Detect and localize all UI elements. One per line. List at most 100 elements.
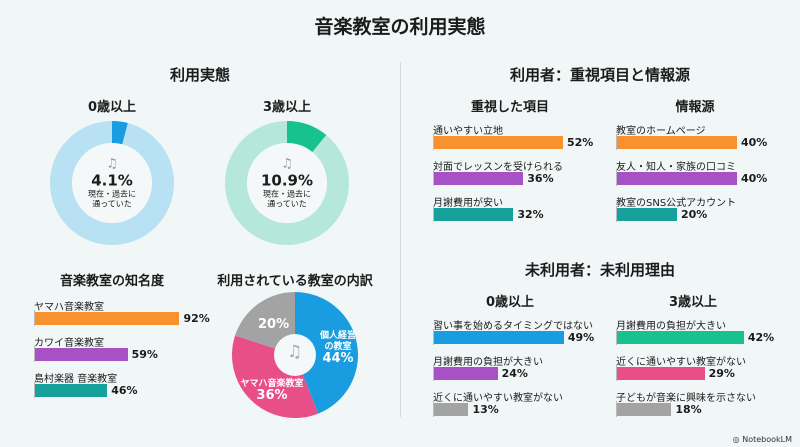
page-title: 音楽教室の利用実態: [314, 16, 486, 38]
notebooklm-watermark: ◎ NotebookLM: [733, 435, 792, 444]
bar-label: 通いやすい立地: [433, 126, 503, 137]
donut-hole: [247, 143, 327, 223]
slice-value: 44%: [322, 351, 354, 366]
bar-value: 40%: [741, 172, 768, 185]
bar: [434, 403, 469, 416]
bar-value: 36%: [527, 172, 554, 185]
bar-value: 18%: [675, 403, 702, 416]
bar: [434, 331, 564, 344]
donut-3-label: 3歳以上: [262, 100, 312, 115]
music-note-icon: ♫: [281, 156, 293, 172]
bar-label: ヤマハ音楽教室: [34, 302, 104, 313]
music-note-icon: ♫: [287, 342, 303, 362]
bar-value: 32%: [517, 208, 544, 221]
bar-label: 月謝費用の負担が大きい: [433, 357, 543, 368]
bar: [434, 208, 514, 221]
bar-value: 40%: [741, 136, 768, 149]
bar-axis: [616, 206, 617, 222]
bar-axis: [616, 329, 617, 345]
age0-title: 0歳以上: [485, 295, 535, 310]
bar-label: 近くに通いやすい教室がない: [616, 357, 746, 368]
donut-segment: [112, 121, 128, 145]
bar-value: 29%: [708, 367, 735, 380]
bar: [617, 403, 672, 416]
bar-value: 46%: [111, 384, 138, 397]
bar-axis: [616, 170, 617, 186]
slice-yamaha-label: ヤマハ音楽教室 36%: [240, 378, 303, 402]
bar: [617, 331, 744, 344]
age3-title: 3歳以上: [668, 295, 718, 310]
donut-3-caption-2: 通っていた: [267, 199, 307, 209]
bar: [617, 208, 677, 221]
slice-other-value: 20%: [258, 317, 290, 332]
bar-label: 島村楽器 音楽教室: [34, 374, 118, 385]
bar-axis: [433, 329, 434, 345]
priorities-title: 重視した項目: [470, 100, 550, 115]
donut-0-value: 4.1%: [91, 171, 133, 190]
bar-label: 子どもが音楽に興味を示さない: [616, 393, 756, 404]
donut-0-caption-1: 現在・過去に: [88, 189, 136, 199]
bar-axis: [433, 134, 434, 150]
pie-slice: [295, 292, 358, 414]
bar-axis: [433, 401, 434, 417]
bar-axis: [34, 310, 35, 326]
footer-text: NotebookLM: [742, 435, 792, 444]
bar-label: 習い事を始めるタイミングではない: [433, 321, 593, 332]
bar-value: 92%: [183, 312, 210, 325]
donut-hole: [72, 143, 152, 223]
bar-value: 20%: [681, 208, 708, 221]
bar-label: 友人・知人・家族の口コミ: [616, 162, 736, 173]
bar: [434, 367, 498, 380]
bar-label: 教室のホームページ: [616, 126, 706, 137]
notebooklm-logo-icon: ◎: [732, 435, 743, 444]
bar-axis: [616, 134, 617, 150]
bar-value: 59%: [131, 348, 158, 361]
usage-title: 利用実態: [169, 66, 231, 84]
pie-center-hole: [274, 334, 316, 376]
bar-label: 月謝費用が安い: [433, 198, 503, 209]
bar-value: 24%: [501, 367, 528, 380]
nonusers-title: 未利用者：未利用理由: [524, 261, 676, 279]
bar-axis: [34, 346, 35, 362]
bar-value: 42%: [747, 331, 775, 344]
bar-value: 52%: [566, 136, 594, 149]
donut-segment: [287, 121, 327, 153]
bar-value: 13%: [472, 403, 499, 416]
music-note-icon: ♫: [106, 156, 118, 172]
bar-label: 月謝費用の負担が大きい: [616, 321, 726, 332]
slice-individual-label: 個人経営 の教室 44%: [320, 331, 357, 366]
donut-charts: [50, 121, 349, 245]
breakdown-pie: [232, 292, 358, 418]
bar: [35, 348, 128, 361]
pie-slice: [232, 335, 319, 418]
slice-value: 36%: [256, 388, 288, 403]
section-divider: [400, 62, 401, 417]
slice-label-line1: ヤマハ音楽教室: [240, 379, 304, 389]
bar-axis: [616, 401, 617, 417]
bar: [434, 136, 563, 149]
bar-label: 対面でレッスンを受けられる: [433, 162, 563, 173]
bar-label: 近くに通いやすい教室がない: [433, 393, 563, 404]
bar-axis: [433, 365, 434, 381]
bar-axis: [616, 365, 617, 381]
bar: [617, 367, 705, 380]
donut-0-label: 0歳以上: [87, 100, 137, 115]
bar: [434, 172, 524, 185]
bar: [617, 172, 737, 185]
bar-value: 49%: [567, 331, 595, 344]
bar-label: 教室のSNS公式アカウント: [616, 198, 737, 209]
pie-slice: [235, 292, 295, 355]
users-title: 利用者：重視項目と情報源: [509, 66, 691, 84]
awareness-title: 音楽教室の知名度: [59, 274, 165, 289]
donut-3-center: ♫ 10.9% 現在・過去に 通っていた: [261, 157, 313, 210]
donut-3-value: 10.9%: [260, 171, 314, 190]
slice-label-line2: の教室: [324, 342, 352, 352]
donut-0-caption-2: 通っていた: [92, 199, 132, 209]
slice-label-line1: 個人経営: [320, 331, 357, 341]
bar: [35, 384, 108, 397]
bar: [617, 136, 737, 149]
donut-0-center: ♫ 4.1% 現在・過去に 通っていた: [88, 157, 136, 210]
bar-axis: [34, 382, 35, 398]
bar-label: カワイ音楽教室: [34, 338, 104, 349]
bar: [35, 312, 180, 325]
